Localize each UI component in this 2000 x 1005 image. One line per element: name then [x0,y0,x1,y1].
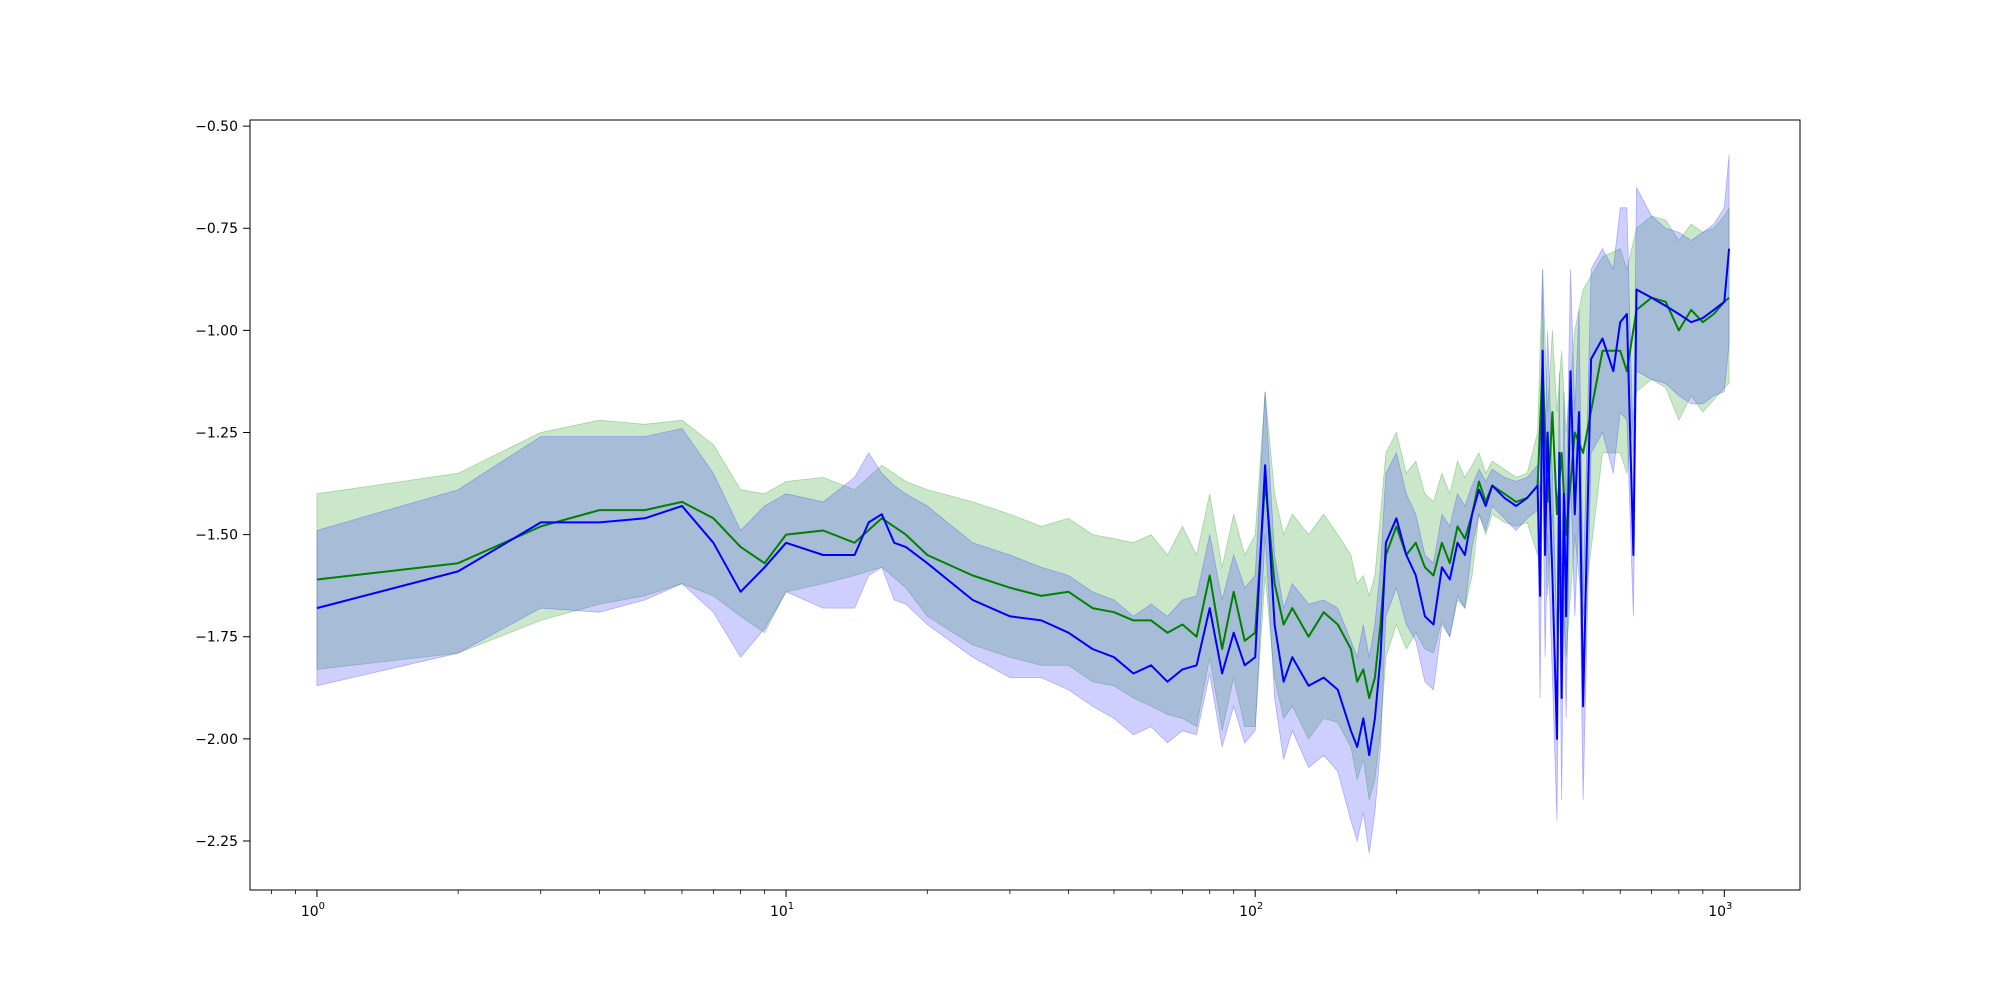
y-tick-label: −0.75 [195,221,238,237]
series-lines [316,248,1731,757]
plot-area-frame [249,119,1801,891]
confidence-bands [316,154,1730,854]
y-tick-label: −1.25 [195,425,238,441]
y-tick-label: −2.00 [195,732,238,748]
x-tick-label: 102 [1239,901,1263,920]
y-tick-label: −0.50 [195,119,238,135]
x-axis: 100 101 102 103 [271,890,1732,920]
x-tick-label: 100 [301,901,325,920]
series-2-band [316,154,1730,854]
y-axis: −0.50 −0.75 −1.00 −1.25 −1.50 −1.75 −2.00 −2.25 [195,119,250,850]
x-tick-exponent: 1 [788,901,794,912]
y-tick-label: −2.25 [195,834,238,850]
x-tick-exponent: 2 [1257,901,1263,912]
series-1-band [316,206,1730,801]
series-2-line [316,248,1731,757]
x-tick-label: 101 [770,901,794,920]
x-tick-exponent: 3 [1726,901,1732,912]
series-1-line [316,296,1730,699]
y-tick-label: −1.50 [195,528,238,544]
y-tick-label: −1.00 [195,323,238,339]
x-tick-exponent: 0 [319,901,325,912]
x-tick-label: 103 [1708,901,1732,920]
y-tick-label: −1.75 [195,630,238,646]
